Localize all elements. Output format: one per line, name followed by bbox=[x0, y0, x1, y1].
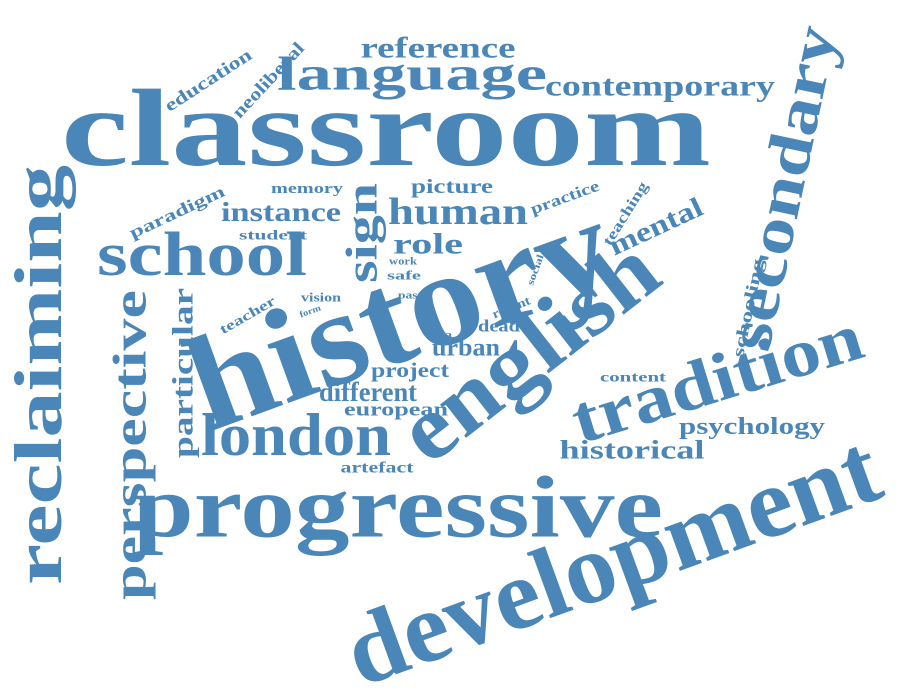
word-role: role bbox=[393, 228, 463, 261]
word-project: project bbox=[371, 358, 449, 382]
word-urban: urban bbox=[432, 335, 500, 362]
word-reference: reference bbox=[361, 32, 516, 65]
word-vision: vision bbox=[301, 290, 342, 305]
word-artefact: artefact bbox=[341, 460, 415, 477]
word-contemporary: contemporary bbox=[545, 70, 775, 103]
word-classroom: classroom bbox=[61, 67, 711, 189]
word-content: content bbox=[600, 371, 666, 386]
word-dead: dead bbox=[478, 317, 521, 336]
word-sign: sign bbox=[338, 183, 387, 283]
word-past: past bbox=[398, 291, 423, 302]
word-london: london bbox=[201, 402, 391, 468]
word-work: work bbox=[389, 257, 418, 268]
word-historical: historical bbox=[560, 436, 705, 465]
word-idea: idea bbox=[428, 329, 453, 341]
word-language: language bbox=[277, 48, 547, 101]
word-human: human bbox=[388, 191, 528, 233]
word-different: different bbox=[319, 377, 417, 407]
word-picture: picture bbox=[411, 176, 493, 198]
word-psychology: psychology bbox=[679, 414, 825, 440]
word-particular: particular bbox=[167, 288, 200, 458]
word-memory: memory bbox=[271, 181, 344, 197]
word-reclaiming: reclaiming bbox=[0, 165, 76, 585]
word-safe: safe bbox=[387, 268, 421, 283]
word-progressive: progressive bbox=[133, 460, 663, 557]
word-student: student bbox=[239, 229, 307, 244]
word-perspective: perspective bbox=[104, 290, 157, 600]
word-instance: instance bbox=[221, 197, 341, 227]
word-school: school bbox=[97, 221, 307, 289]
word-european: european bbox=[344, 400, 449, 421]
